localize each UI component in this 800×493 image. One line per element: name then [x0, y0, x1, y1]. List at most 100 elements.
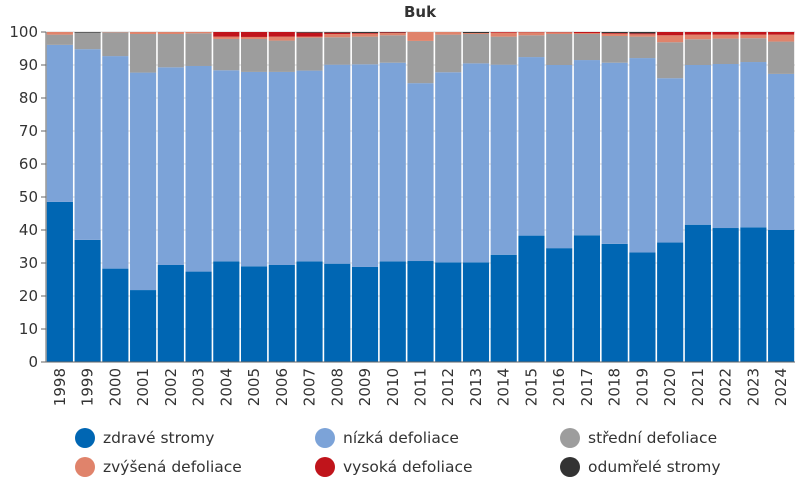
- x-tick-label: 2010: [384, 368, 402, 406]
- bar-segment-2013-0: [463, 262, 489, 362]
- bar-group-2010: [380, 32, 406, 362]
- x-tick-label: 2017: [578, 368, 596, 406]
- bar-segment-2007-4: [296, 33, 322, 37]
- bar-segment-1998-0: [47, 202, 73, 362]
- bar-segment-2021-1: [685, 65, 711, 225]
- bar-segment-2019-3: [629, 34, 655, 36]
- bar-segment-2002-3: [158, 32, 184, 34]
- x-tick-label: 2014: [495, 368, 513, 406]
- bar-segment-2007-3: [296, 37, 322, 38]
- bar-segment-1999-5: [75, 32, 101, 33]
- legend-item: zvýšená defoliace: [75, 457, 242, 477]
- bar-segment-2008-1: [324, 65, 350, 264]
- bar-segment-2018-4: [602, 33, 628, 34]
- bar-segment-2019-2: [629, 37, 655, 58]
- legend-swatch: [315, 457, 335, 477]
- bar-group-2013: [463, 32, 489, 362]
- bar-segment-2013-3: [463, 33, 489, 34]
- bar-segment-2014-0: [491, 255, 517, 362]
- bar-segment-2021-0: [685, 225, 711, 362]
- bar-segment-1998-1: [47, 45, 73, 202]
- bar-segment-2015-3: [518, 32, 544, 35]
- bar-segment-2017-2: [574, 34, 600, 60]
- bar-group-2007: [296, 32, 322, 362]
- bar-segment-2019-1: [629, 58, 655, 252]
- x-tick-label: 2003: [190, 368, 208, 406]
- bar-segment-2021-2: [685, 39, 711, 65]
- bar-segment-2008-4: [324, 33, 350, 34]
- bar-group-2011: [407, 32, 433, 362]
- bar-group-2009: [352, 32, 378, 362]
- bar-segment-2018-2: [602, 36, 628, 63]
- bar-segment-2008-5: [324, 32, 350, 33]
- x-tick-label: 2005: [245, 368, 263, 406]
- bar-segment-2006-1: [269, 72, 295, 265]
- x-tick-label: 2000: [106, 368, 124, 406]
- legend-label: střední defoliace: [588, 429, 717, 447]
- bar-segment-2003-0: [186, 272, 212, 362]
- bar-segment-2016-0: [546, 248, 572, 362]
- bar-segment-2004-0: [213, 261, 239, 362]
- bar-segment-2010-4: [380, 32, 406, 33]
- bar-segment-2005-2: [241, 39, 267, 72]
- bar-group-2015: [518, 32, 544, 362]
- bar-segment-2000-2: [102, 32, 128, 56]
- bar-segment-2019-0: [629, 252, 655, 362]
- bar-segment-2020-2: [657, 42, 683, 78]
- bar-group-2020: [657, 32, 683, 362]
- bar-segment-2024-2: [768, 42, 794, 74]
- bar-segment-2009-1: [352, 64, 378, 267]
- bar-segment-2009-0: [352, 267, 378, 362]
- y-tick-label: 50: [19, 188, 38, 206]
- legend-swatch: [560, 428, 580, 448]
- chart-title: Buk: [404, 3, 437, 21]
- bar-segment-2010-3: [380, 33, 406, 35]
- y-tick-label: 90: [19, 56, 38, 74]
- bar-segment-2000-0: [102, 269, 128, 362]
- bar-segment-2019-4: [629, 33, 655, 34]
- bar-segment-2019-5: [629, 32, 655, 33]
- x-tick-label: 2024: [772, 368, 790, 406]
- bar-segment-2008-3: [324, 34, 350, 37]
- bar-segment-2012-3: [435, 32, 461, 35]
- bar-group-2018: [602, 32, 628, 362]
- bar-segment-2001-0: [130, 290, 156, 362]
- x-tick-label: 2022: [717, 368, 735, 406]
- legend-label: vysoká defoliace: [343, 458, 473, 476]
- bar-group-2001: [130, 32, 156, 362]
- x-tick-label: 2008: [328, 368, 346, 406]
- bar-segment-2022-0: [713, 228, 739, 362]
- bar-segment-2021-4: [685, 32, 711, 35]
- bar-group-2002: [158, 32, 184, 362]
- bar-segment-2023-2: [740, 38, 766, 62]
- x-tick-label: 2004: [217, 368, 235, 406]
- bar-segment-2010-0: [380, 261, 406, 362]
- bar-segment-2018-1: [602, 63, 628, 244]
- y-tick-label: 20: [19, 287, 38, 305]
- bar-segment-2020-3: [657, 35, 683, 42]
- bar-segment-2017-0: [574, 235, 600, 362]
- bar-segment-2016-3: [546, 32, 572, 34]
- bar-group-2000: [102, 32, 128, 362]
- bar-segment-2016-1: [546, 65, 572, 248]
- bar-segment-2004-2: [213, 39, 239, 70]
- bar-segment-2001-3: [130, 32, 156, 34]
- bar-segment-2022-4: [713, 32, 739, 35]
- bar-segment-2004-1: [213, 70, 239, 261]
- bar-segment-2003-1: [186, 66, 212, 272]
- y-tick-label: 30: [19, 254, 38, 272]
- bar-segment-2005-4: [241, 32, 267, 37]
- bar-group-2017: [574, 32, 600, 362]
- bar-segment-2023-1: [740, 62, 766, 227]
- legend-label: zvýšená defoliace: [103, 458, 242, 476]
- y-tick-label: 40: [19, 221, 38, 239]
- legend-item: zdravé stromy: [75, 428, 214, 448]
- bar-segment-2012-2: [435, 35, 461, 73]
- bar-segment-2022-1: [713, 64, 739, 228]
- bar-segment-2003-3: [186, 32, 212, 33]
- bar-segment-2022-3: [713, 35, 739, 39]
- bar-segment-2018-0: [602, 244, 628, 362]
- y-tick-label: 0: [28, 353, 38, 371]
- y-tick-label: 80: [19, 89, 38, 107]
- x-tick-label: 2001: [134, 368, 152, 406]
